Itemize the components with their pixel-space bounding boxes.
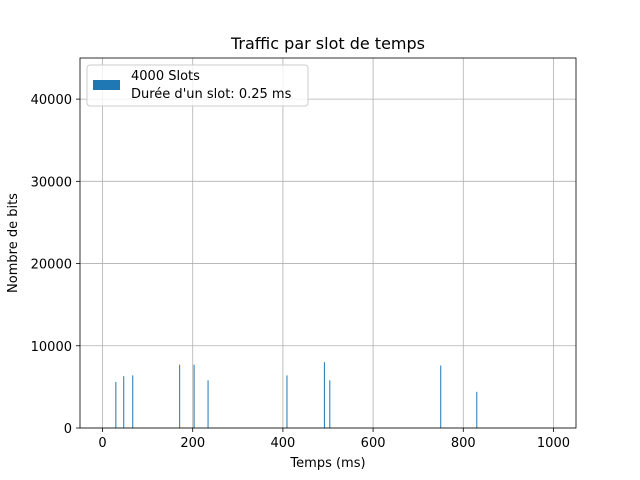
y-tick-label: 10000 bbox=[31, 340, 72, 355]
x-tick-label: 600 bbox=[361, 436, 386, 451]
legend-entry-slot-duration: Durée d'un slot: 0.25 ms bbox=[131, 87, 292, 102]
x-tick-label: 400 bbox=[270, 436, 295, 451]
bar bbox=[115, 381, 117, 428]
bars bbox=[115, 362, 478, 428]
y-tick-label: 30000 bbox=[31, 175, 72, 190]
bar bbox=[123, 376, 125, 428]
y-axis-label: Nombre de bits bbox=[6, 193, 21, 293]
bar bbox=[440, 365, 442, 428]
legend-swatch bbox=[93, 80, 120, 90]
y-tick-label: 20000 bbox=[31, 258, 72, 273]
legend-box bbox=[86, 64, 309, 107]
y-tick-label: 0 bbox=[64, 422, 72, 437]
x-tick-label: 800 bbox=[451, 436, 476, 451]
x-tick-label: 200 bbox=[180, 436, 205, 451]
bar bbox=[476, 391, 478, 428]
grid bbox=[80, 58, 576, 429]
x-axis-label: Temps (ms) bbox=[289, 456, 365, 471]
plot-frame bbox=[79, 57, 577, 429]
legend: 4000 Slots Durée d'un slot: 0.25 ms bbox=[86, 64, 309, 107]
bar bbox=[207, 380, 209, 428]
chart-title: Traffic par slot de temps bbox=[230, 34, 425, 53]
bar bbox=[193, 364, 195, 428]
bar bbox=[132, 375, 134, 428]
x-tick-label: 1000 bbox=[537, 436, 570, 451]
y-tick-label: 40000 bbox=[31, 93, 72, 108]
bar bbox=[329, 380, 331, 428]
bar bbox=[286, 375, 288, 428]
legend-entry-slots: 4000 Slots bbox=[131, 69, 200, 84]
x-tick-label: 0 bbox=[98, 436, 106, 451]
bar bbox=[179, 364, 181, 428]
bar bbox=[323, 362, 325, 428]
